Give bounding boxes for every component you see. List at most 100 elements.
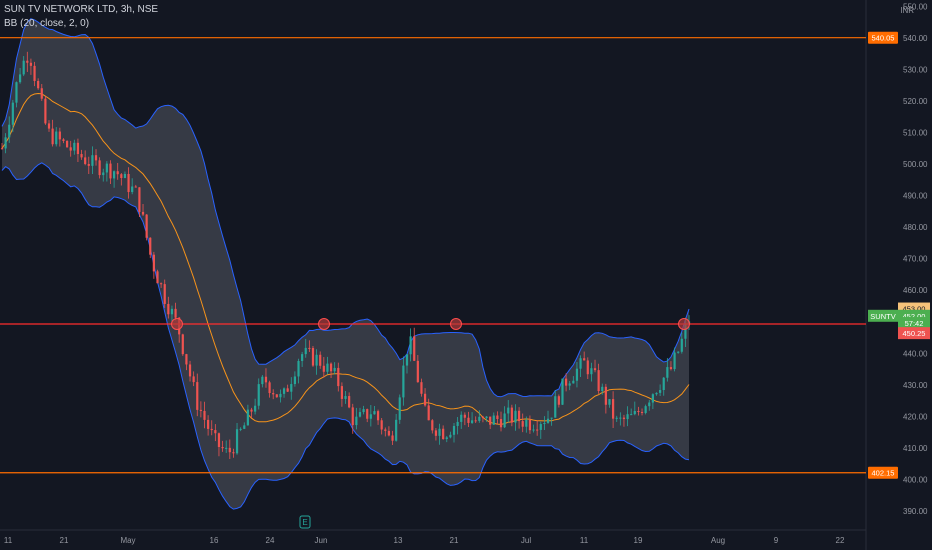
candle-body [279,393,282,398]
candle-body [384,429,387,431]
candle-body [337,367,340,387]
candle-body [228,447,231,453]
candle-body [203,410,206,420]
earnings-icon [299,515,311,529]
candle-body [282,388,286,394]
candle-body [539,424,542,430]
candle-body [174,308,177,318]
candle-body [604,386,607,405]
candle-body [138,187,141,212]
candle-body [47,123,51,129]
candle-body [181,334,184,355]
candle-body [601,386,604,392]
candle-body [474,420,477,422]
candle-body [58,131,61,140]
x-tick-label: May [120,536,135,545]
candle-body [196,382,199,410]
candle-body [622,417,626,420]
candle-body [73,142,76,151]
x-tick-label: 13 [394,536,403,545]
candle-body [326,363,329,372]
candle-body [507,407,510,414]
y-tick-label: 480.00 [903,223,928,232]
candle-body [528,419,532,431]
candle-body [557,396,560,405]
candle-body [517,410,521,422]
x-tick-label: Jul [521,536,531,545]
candle-body [102,172,105,176]
candle-body [62,139,65,141]
candle-body [210,428,213,431]
candle-body [373,411,376,415]
candle-body [677,351,680,353]
x-tick-label: 21 [60,536,69,545]
candle-body [293,376,296,385]
candle-body [232,452,235,454]
y-tick-label: 530.00 [903,65,928,74]
candle-body [666,367,669,378]
candle-body [460,414,463,422]
candle-body [37,80,40,89]
candle-body [376,411,380,421]
resistance-marker [171,317,183,330]
bollinger-bands [1,18,690,510]
basis-line [1,92,690,425]
candle-body [532,429,535,431]
candle-body [120,174,123,179]
candle-body [44,98,47,124]
resistance-marker [678,317,690,330]
candle-body [214,430,217,434]
candle-body [55,131,58,145]
candle-body [163,284,166,304]
candle-body [489,416,492,425]
candle-body [290,384,293,392]
candle-body [467,417,470,423]
upper-band [1,18,690,398]
candle-body [33,65,36,81]
candle-body [387,430,391,436]
candle-body [413,336,416,361]
candle-body [112,171,116,179]
price-badge-label: 57:42 [905,319,924,328]
candle-body [434,430,438,436]
resistance-marker [450,317,462,330]
candle-body [340,386,344,399]
candle-body [583,358,586,361]
candle-body [254,405,257,412]
candle-body [420,382,423,394]
candle-body [188,364,192,377]
candle-body [185,354,188,365]
candle-body [590,368,593,375]
candle-body [438,428,441,436]
candle-body [659,390,662,393]
candle-body [225,447,228,449]
candles-layer [0,51,691,460]
candle-body [272,393,275,395]
y-tick-label: 550.00 [903,2,928,11]
candle-body [536,429,539,431]
candle-body [395,419,398,441]
candle-body [662,377,665,391]
candle-body [4,137,7,149]
candle-body [503,413,506,428]
candle-body [87,163,90,166]
candle-body [69,147,72,151]
candle-body [199,409,202,411]
candle-body [648,402,651,407]
candle-body [561,378,564,405]
candle-body [684,324,687,339]
candle-body [362,409,365,413]
lower-band [1,162,690,510]
candle-body [8,124,11,138]
candle-body [51,128,54,145]
candle-body [15,82,18,103]
candle-body [152,254,155,272]
candle-body [311,348,315,366]
candle-body [235,429,239,454]
candle-body [131,186,134,193]
x-tick-label: 22 [836,536,845,545]
candle-body [268,382,271,394]
level-badge [868,31,898,44]
candle-body [427,405,430,421]
